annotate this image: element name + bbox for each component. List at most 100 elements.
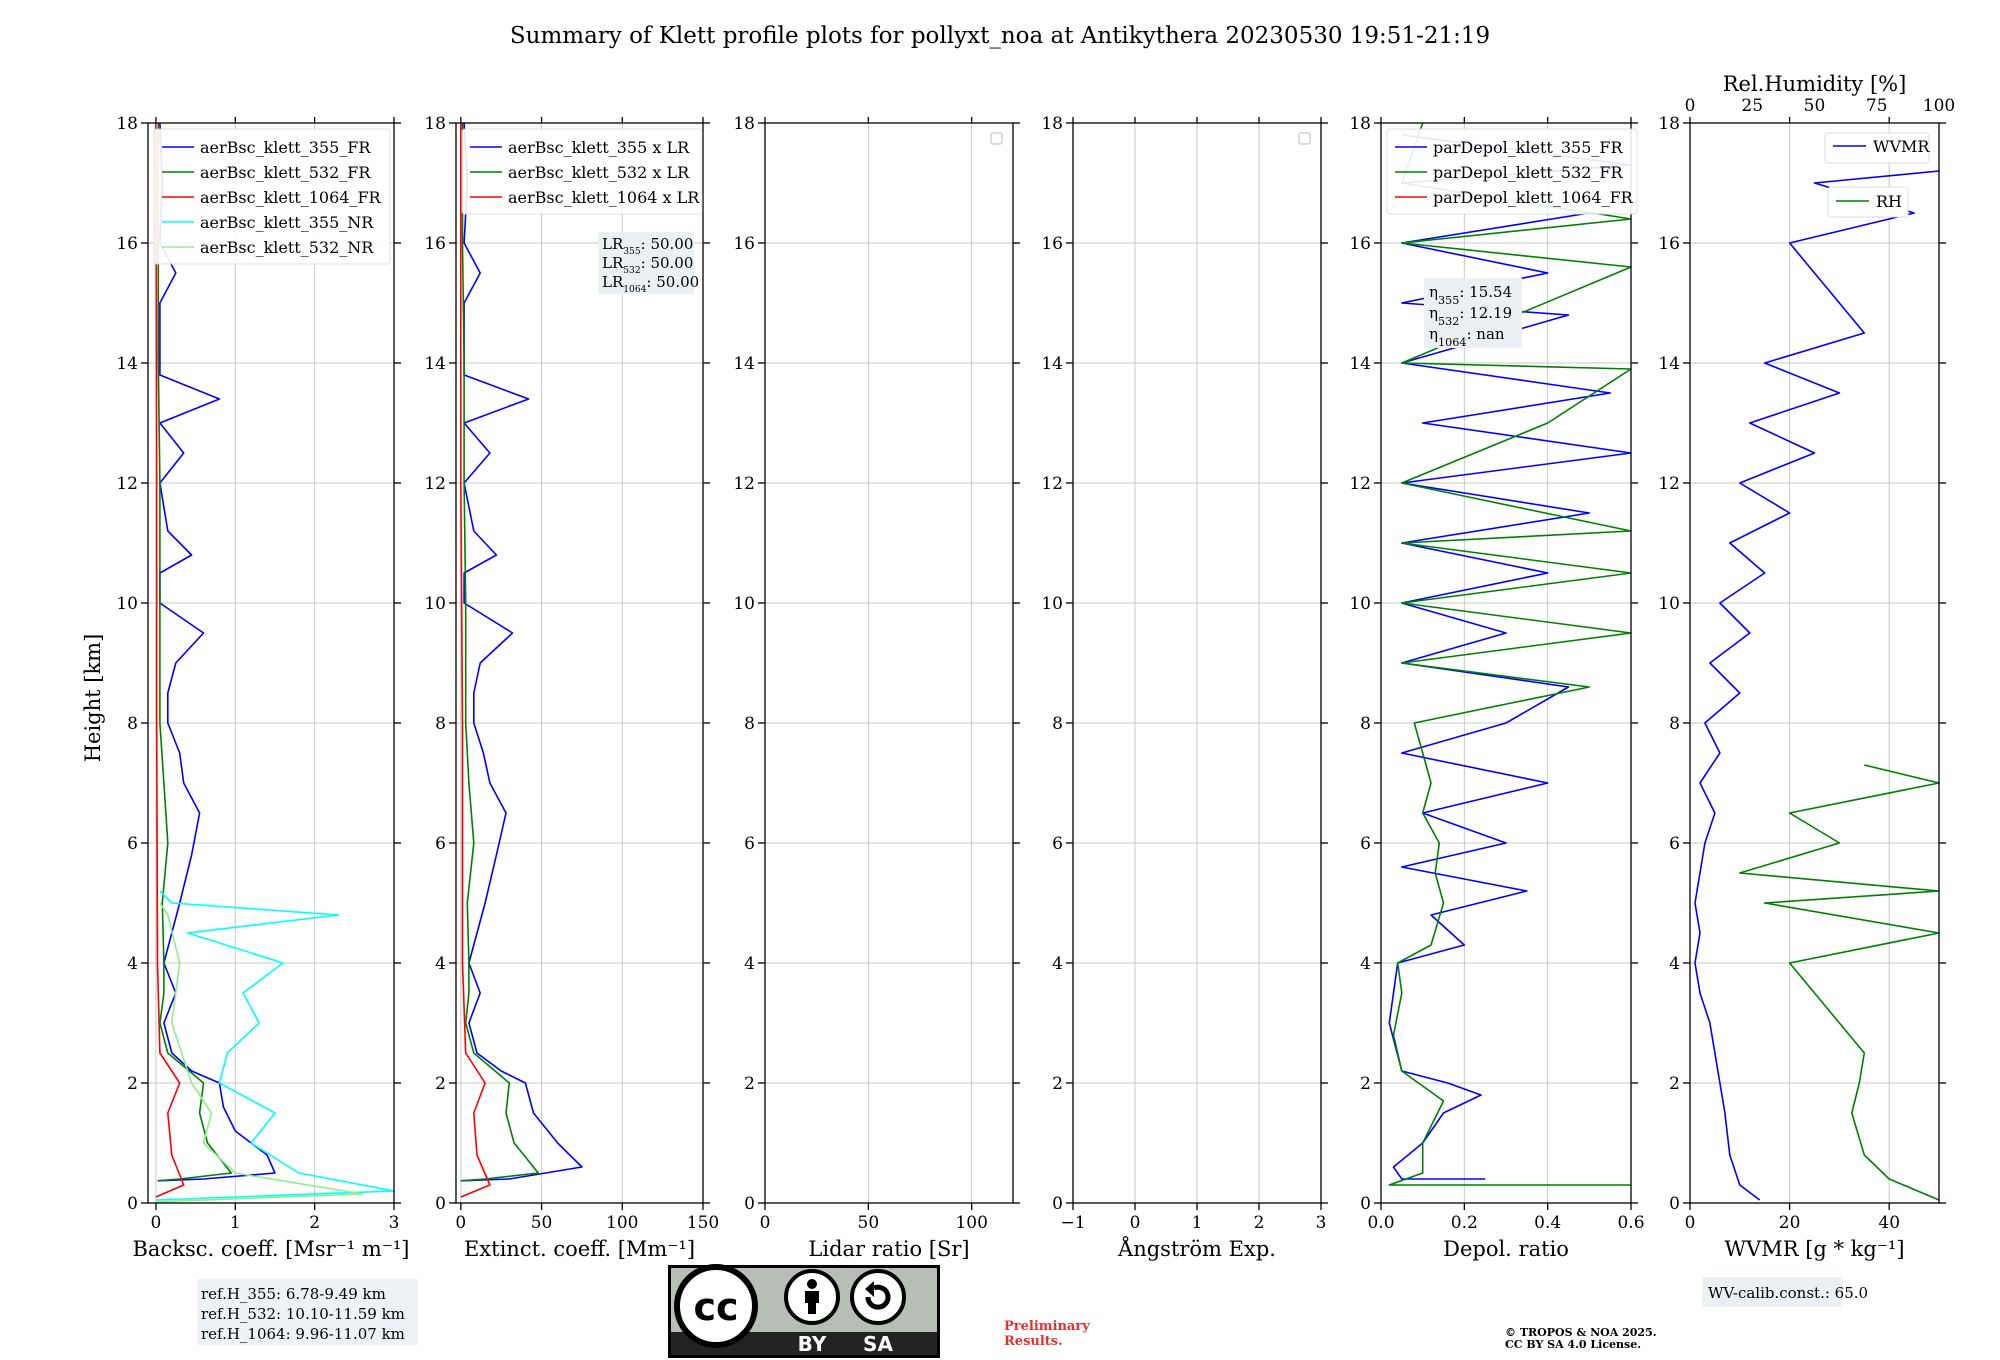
y-tick-label-bsc-3: 6	[127, 834, 138, 854]
y-tick-label-depol-1: 2	[1360, 1074, 1371, 1094]
legend-bsc: aerBsc_klett_355_FR aerBsc_klett_532_FRae…	[153, 128, 391, 265]
x-tick-label-wv-0: 0	[1685, 1213, 1696, 1233]
y-tick-label-ext-2: 4	[435, 954, 446, 974]
ref-height-1064: ref.H_1064: 9.96-11.07 km	[201, 1325, 405, 1343]
axes-frame-ang	[1072, 122, 1322, 1204]
x-tick-label-lr-0: 0	[760, 1213, 771, 1233]
y-tick-label-ext-6: 12	[424, 474, 446, 494]
legend-ext: aerBsc_klett_355 x LR aerBsc_klett_532 x …	[461, 128, 703, 215]
ref-height-532: ref.H_532: 10.10-11.59 km	[201, 1305, 405, 1323]
series-line-WVMR	[1694, 170, 1940, 1201]
axes-frame-depol	[1380, 122, 1632, 1204]
axes-frame-ext	[455, 122, 704, 1204]
axes-frame-lr	[764, 122, 1014, 1204]
y-tick-label-ext-3: 6	[435, 834, 446, 854]
top-tick-label-2: 50	[1804, 96, 1826, 116]
x-axis-label-wv: WVMR [g * kg⁻¹]	[1724, 1237, 1904, 1261]
series-line-aerBsc-klett-532-NR	[155, 902, 364, 1203]
x-tick-label-ext-1: 50	[531, 1213, 553, 1233]
y-tick-label-wv-9: 18	[1658, 114, 1680, 134]
y-tick-label-lr-9: 18	[733, 114, 755, 134]
x-tick-label-wv-1: 20	[1779, 1213, 1801, 1233]
by-person-icon	[784, 1269, 840, 1325]
legend-label-depol-1: parDepol_klett_532_FR	[1433, 163, 1624, 182]
y-tick-label-ang-5: 10	[1041, 594, 1063, 614]
y-tick-label-wv-1: 2	[1669, 1074, 1680, 1094]
y-tick-label-ext-1: 2	[435, 1074, 446, 1094]
x-tick-label-ang-0: −1	[1060, 1213, 1085, 1233]
series-line-aerBsc-klett-532-x-LR	[460, 123, 540, 1182]
series-line-aerBsc-klett-355-FR	[157, 122, 276, 1182]
legend-label-ext-2: aerBsc_klett_1064 x LR	[508, 188, 700, 207]
legend-depol: parDepol_klett_355_FR parDepol_klett_532_…	[1386, 128, 1638, 215]
badge-sa-label: SA	[863, 1332, 893, 1356]
y-tick-label-ang-4: 8	[1052, 714, 1063, 734]
top-tick-label-4: 100	[1923, 96, 1955, 116]
y-tick-label-lr-0: 0	[744, 1194, 755, 1214]
y-tick-label-ext-9: 18	[424, 114, 446, 134]
legend-frame-rh	[1827, 186, 1909, 218]
y-tick-label-depol-2: 4	[1360, 954, 1371, 974]
y-tick-label-lr-7: 14	[733, 354, 755, 374]
y-tick-label-lr-1: 2	[744, 1074, 755, 1094]
y-tick-label-bsc-9: 18	[116, 114, 138, 134]
y-tick-label-wv-2: 4	[1669, 954, 1680, 974]
y-tick-label-depol-5: 10	[1349, 594, 1371, 614]
axes-frame-wv	[1689, 122, 1940, 1204]
y-tick-label-bsc-7: 14	[116, 354, 138, 374]
y-tick-label-lr-6: 12	[733, 474, 755, 494]
top-tick-label-3: 75	[1866, 96, 1888, 116]
x-tick-label-ext-2: 100	[606, 1213, 638, 1233]
y-tick-label-wv-8: 16	[1658, 234, 1680, 254]
legend-rh: RH	[1827, 186, 1909, 218]
legend-frame-wvmr	[1824, 132, 1930, 164]
y-tick-label-ext-7: 14	[424, 354, 446, 374]
panel-ext: 0 50 100 150 0 2 4 6 8 10 12 14 16 18 Extinct. coeff. …	[424, 114, 719, 1261]
wv-calib-bg	[1702, 1277, 1843, 1307]
y-tick-label-lr-5: 10	[733, 594, 755, 614]
x-tick-label-ang-2: 1	[1192, 1213, 1203, 1233]
legend-label-ext-0: aerBsc_klett_355 x LR	[508, 138, 690, 157]
copyright-line1: © TROPOS & NOA 2025.	[1505, 1326, 1657, 1339]
y-tick-label-bsc-2: 4	[127, 954, 138, 974]
x-tick-label-ext-0: 0	[455, 1213, 466, 1233]
empty-legend-ang	[1298, 132, 1311, 145]
empty-legend-lr	[990, 132, 1003, 145]
series-line-aerBsc-klett-1064-FR	[155, 122, 185, 1198]
y-tick-label-ext-8: 16	[424, 234, 446, 254]
copyright-line2: CC BY SA 4.0 License.	[1505, 1338, 1641, 1351]
x-axis-label-ang: Ångström Exp.	[1117, 1236, 1276, 1261]
x-tick-label-ang-1: 0	[1130, 1213, 1141, 1233]
x-tick-label-lr-1: 50	[858, 1213, 880, 1233]
x-axis-label-lr: Lidar ratio [Sr]	[808, 1237, 969, 1261]
preliminary-line2: Results.	[1004, 1334, 1063, 1349]
y-tick-label-bsc-6: 12	[116, 474, 138, 494]
y-tick-label-ang-0: 0	[1052, 1194, 1063, 1214]
lr-value-1064: LR1064: 50.00	[602, 273, 699, 295]
legend-frame-depol	[1386, 128, 1638, 215]
y-tick-label-ang-1: 2	[1052, 1074, 1063, 1094]
eta-value-355: η355: 15.54	[1429, 283, 1512, 307]
y-tick-label-depol-9: 18	[1349, 114, 1371, 134]
y-tick-label-bsc-1: 2	[127, 1074, 138, 1094]
series-line-parDepol-klett-532-FR	[1388, 122, 1632, 1186]
series-line-aerBsc-klett-355-x-LR	[460, 122, 583, 1182]
x-tick-label-bsc-1: 1	[230, 1213, 241, 1233]
x-axis-label-depol: Depol. ratio	[1443, 1237, 1569, 1261]
cc-by-sa-badge: cc BY SA	[668, 1264, 940, 1358]
y-tick-label-lr-8: 16	[733, 234, 755, 254]
legend-wvmr: WVMR	[1824, 132, 1930, 164]
legend-label-bsc-1: aerBsc_klett_532_FR	[200, 163, 371, 182]
y-tick-label-wv-0: 0	[1669, 1194, 1680, 1214]
y-tick-label-bsc-5: 10	[116, 594, 138, 614]
top-axis-label: Rel.Humidity [%]	[1723, 72, 1907, 96]
y-tick-label-ext-4: 8	[435, 714, 446, 734]
chart-title: Summary of Klett profile plots for polly…	[510, 23, 1490, 49]
series-line-aerBsc-klett-355-NR	[155, 890, 395, 1201]
y-tick-label-wv-3: 6	[1669, 834, 1680, 854]
x-axis-label-bsc: Backsc. coeff. [Msr⁻¹ m⁻¹]	[133, 1237, 410, 1261]
legend-label-bsc-2: aerBsc_klett_1064_FR	[200, 188, 382, 207]
